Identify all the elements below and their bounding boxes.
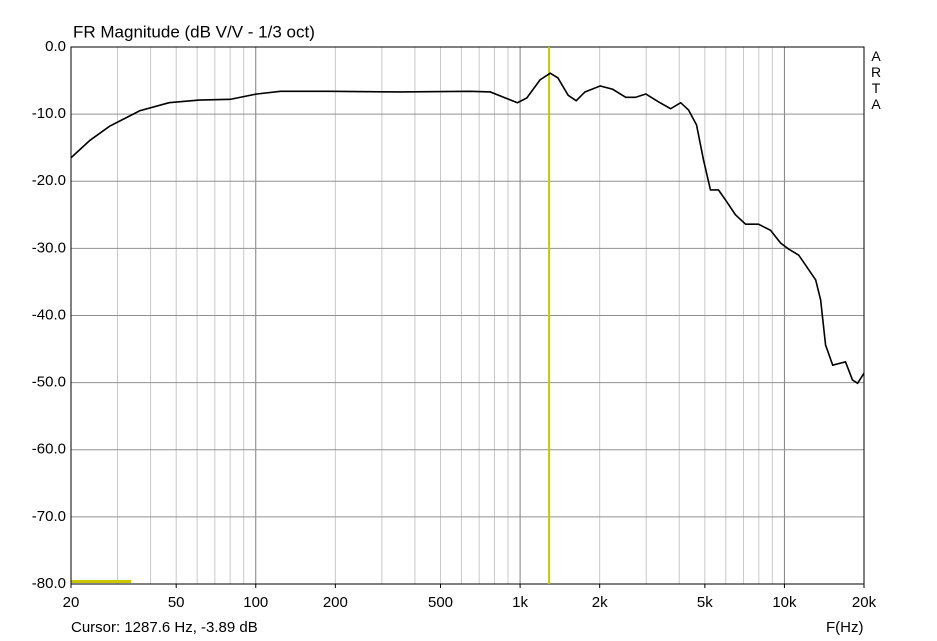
plot-frame	[70, 46, 865, 585]
y-tick-label: -50.0	[32, 374, 66, 391]
y-tick-label: -20.0	[32, 172, 66, 189]
chart-title: FR Magnitude (dB V/V - 1/3 oct)	[73, 22, 315, 41]
x-axis-label: F(Hz)	[826, 619, 864, 636]
x-tick-label: 2k	[592, 594, 608, 611]
cursor-readout: Cursor: 1287.6 Hz, -3.89 dB	[71, 619, 258, 636]
x-tick-label: 100	[243, 594, 268, 611]
y-tick-label: -30.0	[32, 239, 66, 256]
y-tick-label: -10.0	[32, 105, 66, 122]
x-tick-label: 200	[323, 594, 348, 611]
x-tick-label: 500	[428, 594, 453, 611]
marker-bar	[71, 580, 131, 583]
x-tick-label: 10k	[772, 594, 797, 611]
x-tick-label: 20k	[852, 594, 877, 611]
y-tick-label: -80.0	[32, 575, 66, 592]
grid	[71, 46, 864, 585]
y-tick-label: -70.0	[32, 508, 66, 525]
x-tick-label: 1k	[512, 594, 528, 611]
x-tick-label: 20	[63, 594, 80, 611]
y-tick-label: -40.0	[32, 306, 66, 323]
fr-curve	[70, 72, 865, 385]
y-tick-label: 0.0	[45, 38, 66, 55]
x-tick-label: 50	[168, 594, 185, 611]
y-tick-label: -60.0	[32, 441, 66, 458]
x-tick-label: 5k	[697, 594, 713, 611]
